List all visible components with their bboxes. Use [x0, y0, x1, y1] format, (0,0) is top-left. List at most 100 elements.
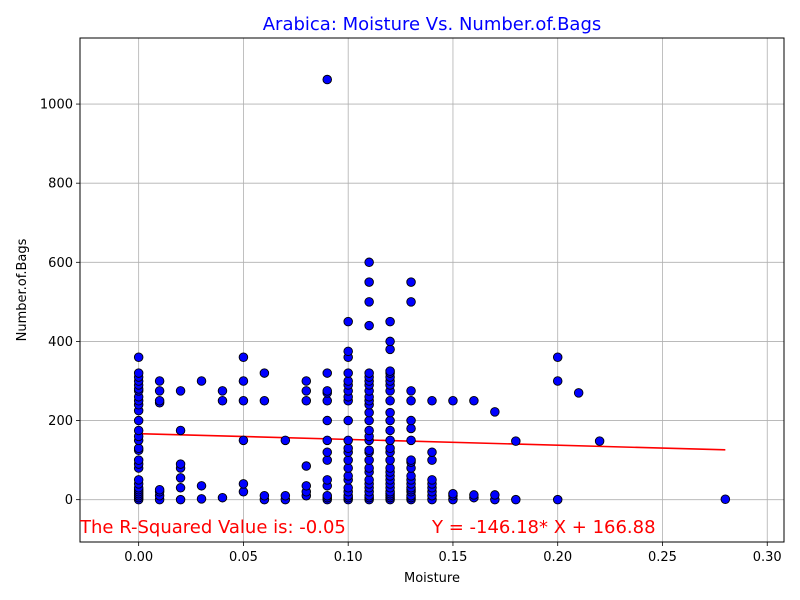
data-point — [469, 396, 479, 406]
x-axis-label: Moisture — [404, 571, 460, 586]
data-point — [552, 352, 563, 363]
data-point — [385, 366, 395, 376]
regression-line-group — [138, 432, 726, 451]
data-point — [364, 455, 374, 465]
data-point — [217, 492, 228, 503]
data-point — [238, 376, 249, 386]
data-point — [175, 386, 186, 396]
data-point — [322, 475, 332, 485]
data-point — [427, 475, 437, 485]
data-point — [175, 459, 186, 469]
data-point — [364, 320, 374, 331]
data-point — [322, 447, 332, 457]
data-point — [133, 368, 144, 378]
data-point — [343, 346, 353, 357]
data-point — [385, 443, 395, 453]
data-point — [343, 368, 353, 378]
r-squared-annotation: The R-Squared Value is: -0.05 — [79, 517, 346, 538]
x-axis-ticks: 0.00 0.05 0.10 0.15 0.20 0.25 0.30 — [124, 542, 782, 565]
data-point — [343, 376, 353, 386]
data-point — [343, 435, 353, 446]
data-point — [448, 488, 458, 499]
data-point — [406, 455, 416, 465]
data-point — [406, 297, 416, 307]
data-point — [343, 463, 353, 473]
data-point — [594, 436, 605, 446]
data-point — [175, 483, 186, 493]
data-point — [385, 425, 395, 436]
data-point — [175, 473, 186, 483]
data-point — [343, 471, 353, 481]
data-point — [427, 396, 437, 406]
data-point — [301, 396, 312, 406]
data-point — [154, 376, 165, 386]
data-point — [322, 396, 332, 406]
data-point — [259, 490, 270, 501]
data-point — [196, 494, 207, 504]
data-point — [322, 435, 332, 446]
data-point — [217, 386, 228, 396]
data-point — [427, 447, 437, 457]
regression-line — [138, 432, 726, 451]
data-point — [322, 455, 332, 465]
x-tick-label: 0.30 — [753, 550, 782, 565]
x-tick-label: 0.00 — [124, 550, 153, 565]
data-point — [385, 316, 395, 327]
y-tick-label: 0 — [65, 493, 73, 508]
x-tick-label: 0.25 — [648, 550, 677, 565]
data-point — [406, 415, 416, 426]
data-point — [301, 386, 312, 396]
regression-equation-annotation: Y = -146.18* X + 166.88 — [431, 517, 656, 538]
data-point — [385, 415, 395, 426]
data-point — [364, 445, 374, 455]
data-point — [154, 386, 165, 396]
data-point — [364, 368, 374, 378]
data-point — [385, 463, 395, 473]
data-point — [301, 481, 312, 491]
data-point — [238, 479, 249, 489]
data-point — [385, 336, 395, 347]
y-axis-ticks: 0 200 400 600 800 1000 — [40, 98, 80, 508]
data-point — [406, 423, 416, 434]
data-point — [343, 316, 353, 327]
data-point — [490, 490, 500, 500]
data-point — [385, 344, 395, 355]
y-tick-label: 400 — [48, 335, 73, 350]
data-point — [490, 407, 500, 417]
data-point — [343, 455, 353, 465]
data-point — [322, 415, 332, 426]
data-point — [343, 443, 353, 453]
data-point — [364, 277, 374, 287]
data-point — [720, 494, 731, 505]
data-point — [196, 376, 207, 386]
data-point — [406, 277, 416, 287]
data-point — [280, 490, 291, 501]
data-point — [364, 407, 374, 418]
data-point — [322, 74, 332, 85]
data-point — [133, 415, 144, 426]
data-point — [196, 481, 207, 491]
data-point — [133, 425, 144, 436]
data-point — [322, 490, 332, 501]
data-point — [322, 386, 332, 396]
data-point — [175, 494, 186, 505]
data-point — [406, 435, 416, 446]
data-point — [469, 490, 479, 500]
data-point — [133, 475, 144, 485]
y-tick-label: 600 — [48, 256, 73, 271]
data-point — [133, 455, 144, 465]
data-point — [364, 297, 374, 307]
chart-title: Arabica: Moisture Vs. Number.of.Bags — [263, 14, 602, 35]
data-point — [238, 396, 249, 406]
data-point — [238, 435, 249, 446]
y-tick-label: 800 — [48, 177, 73, 192]
data-point — [552, 376, 563, 386]
data-point — [343, 415, 353, 426]
y-tick-label: 1000 — [40, 98, 73, 113]
data-points — [133, 74, 731, 505]
data-point — [133, 352, 144, 363]
plot-area-background — [80, 38, 784, 542]
data-point — [238, 487, 249, 497]
data-point — [364, 257, 374, 268]
